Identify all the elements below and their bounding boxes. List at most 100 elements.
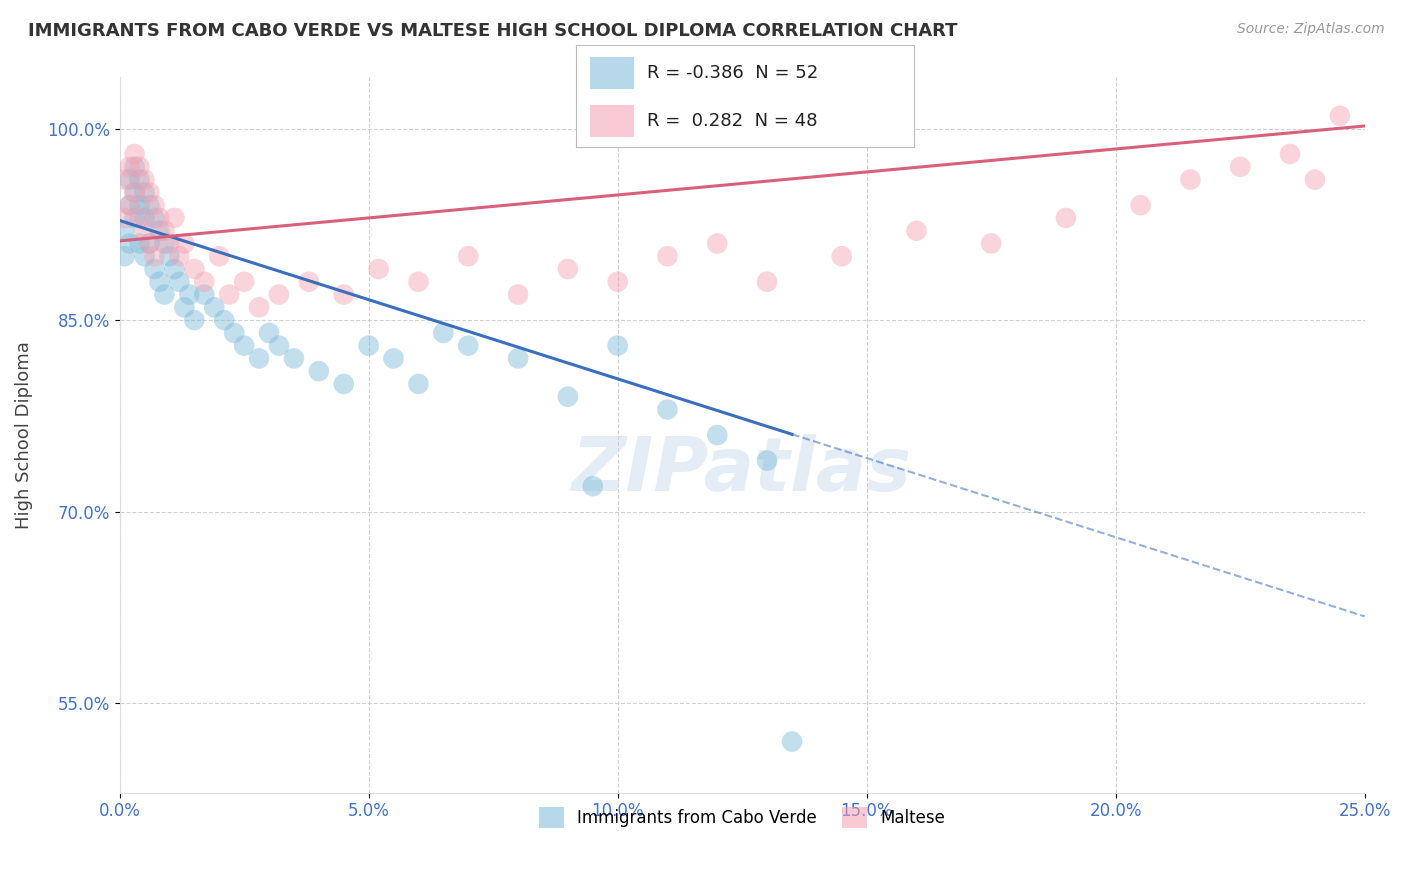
Point <box>124 160 146 174</box>
Point <box>298 275 321 289</box>
Legend: Immigrants from Cabo Verde, Maltese: Immigrants from Cabo Verde, Maltese <box>533 801 952 834</box>
Point <box>247 351 270 366</box>
Point <box>408 376 430 391</box>
Point <box>128 198 150 212</box>
Point <box>193 275 215 289</box>
Point <box>367 262 389 277</box>
Point <box>332 376 354 391</box>
Point <box>128 236 150 251</box>
Point <box>1229 160 1251 174</box>
Point <box>163 211 186 225</box>
Point <box>148 211 170 225</box>
Point <box>179 287 201 301</box>
Point <box>1279 147 1302 161</box>
Point <box>124 186 146 200</box>
Point <box>233 338 256 352</box>
Point <box>267 287 290 301</box>
Point <box>134 211 156 225</box>
Point <box>457 338 479 352</box>
Text: ZIPatlas: ZIPatlas <box>572 434 912 508</box>
Point <box>143 249 166 263</box>
Point <box>1180 172 1202 186</box>
Point <box>224 326 246 340</box>
Point <box>1129 198 1152 212</box>
Point <box>118 198 141 212</box>
Point <box>157 236 180 251</box>
Point <box>212 313 235 327</box>
Point <box>218 287 240 301</box>
Point <box>138 236 160 251</box>
Point <box>657 402 679 417</box>
FancyBboxPatch shape <box>591 105 634 137</box>
Y-axis label: High School Diploma: High School Diploma <box>15 341 32 529</box>
Point <box>138 186 160 200</box>
Point <box>134 249 156 263</box>
Point <box>169 249 191 263</box>
Text: IMMIGRANTS FROM CABO VERDE VS MALTESE HIGH SCHOOL DIPLOMA CORRELATION CHART: IMMIGRANTS FROM CABO VERDE VS MALTESE HI… <box>28 22 957 40</box>
Point <box>148 275 170 289</box>
Point <box>831 249 853 263</box>
Point <box>582 479 605 493</box>
Point <box>153 287 176 301</box>
Point <box>157 249 180 263</box>
Point <box>308 364 330 378</box>
Point <box>506 287 529 301</box>
Point <box>756 453 779 467</box>
Point <box>432 326 454 340</box>
Point <box>143 262 166 277</box>
Point <box>128 160 150 174</box>
Point <box>134 224 156 238</box>
Point <box>208 249 231 263</box>
Point <box>153 224 176 238</box>
Point <box>114 224 136 238</box>
Point <box>118 160 141 174</box>
Point <box>193 287 215 301</box>
FancyBboxPatch shape <box>591 57 634 88</box>
Text: Source: ZipAtlas.com: Source: ZipAtlas.com <box>1237 22 1385 37</box>
Point <box>124 186 146 200</box>
Point <box>506 351 529 366</box>
Point <box>124 147 146 161</box>
Point <box>247 301 270 315</box>
Point <box>138 236 160 251</box>
Point <box>257 326 280 340</box>
Point <box>706 428 728 442</box>
Point <box>143 211 166 225</box>
Point <box>153 236 176 251</box>
Point <box>183 262 205 277</box>
Point <box>233 275 256 289</box>
Point <box>148 224 170 238</box>
Point <box>118 236 141 251</box>
Point <box>706 236 728 251</box>
Point <box>143 198 166 212</box>
Point <box>357 338 380 352</box>
Point <box>173 236 195 251</box>
Point <box>1329 109 1351 123</box>
Point <box>202 301 225 315</box>
Point <box>1054 211 1077 225</box>
Point <box>163 262 186 277</box>
Point <box>382 351 405 366</box>
Point <box>128 211 150 225</box>
Point <box>905 224 928 238</box>
Point <box>114 249 136 263</box>
Point <box>657 249 679 263</box>
Point <box>134 186 156 200</box>
Text: R = -0.386  N = 52: R = -0.386 N = 52 <box>647 64 818 82</box>
Point <box>118 172 141 186</box>
Point <box>1303 172 1326 186</box>
Point <box>114 172 136 186</box>
Point <box>114 211 136 225</box>
Text: R =  0.282  N = 48: R = 0.282 N = 48 <box>647 112 818 129</box>
Point <box>128 172 150 186</box>
Point <box>557 390 579 404</box>
Point <box>283 351 305 366</box>
Point <box>124 211 146 225</box>
Point <box>606 275 628 289</box>
Point <box>606 338 628 352</box>
Point <box>408 275 430 289</box>
Point <box>980 236 1002 251</box>
Point <box>332 287 354 301</box>
Point <box>173 301 195 315</box>
Point <box>457 249 479 263</box>
